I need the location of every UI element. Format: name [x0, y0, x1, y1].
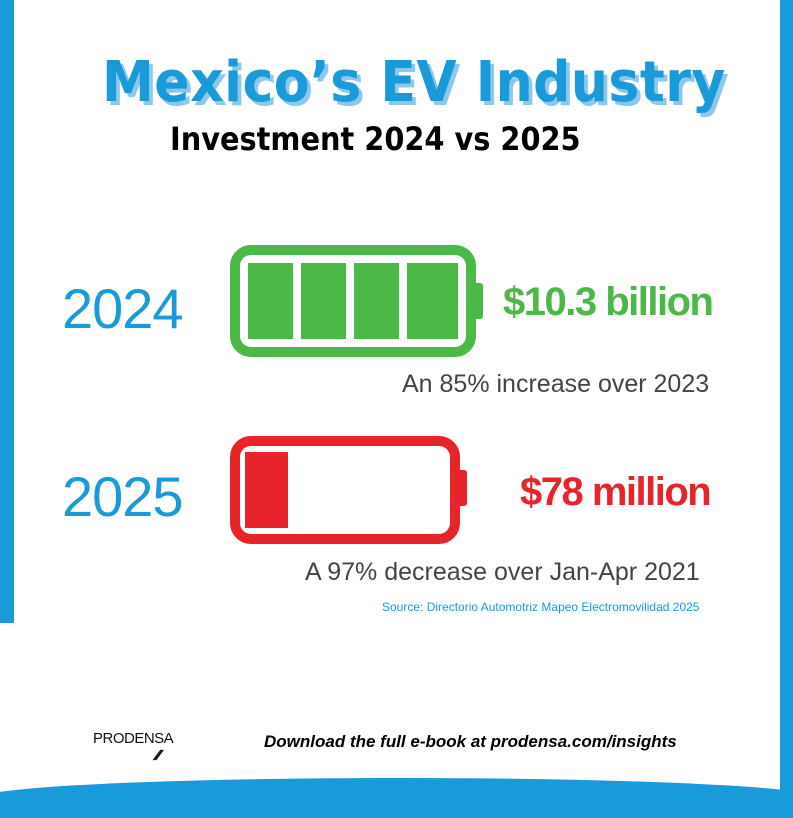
year-2025: 2025 — [62, 465, 184, 528]
left-border — [0, 0, 14, 623]
prodensa-logo: PRODENSA //// — [93, 730, 174, 763]
page-subtitle: Investment 2024 vs 2025 — [170, 120, 581, 158]
battery-segment — [301, 263, 346, 339]
download-cta[interactable]: Download the full e-book at prodensa.com… — [264, 732, 677, 751]
battery-level — [245, 452, 288, 528]
page-title: Mexico’s EV Industry — [102, 50, 726, 115]
note-2025: A 97% decrease over Jan-Apr 2021 — [305, 558, 700, 586]
amount-2024: $10.3 billion — [503, 280, 714, 324]
note-2024: An 85% increase over 2023 — [402, 370, 710, 398]
amount-2025: $78 million — [520, 470, 712, 514]
year-2024: 2024 — [62, 277, 184, 340]
battery-low-icon — [230, 436, 467, 544]
source-note: Source: Directorio Automotriz Mapeo Elec… — [382, 600, 700, 614]
battery-segment — [354, 263, 399, 339]
battery-segment — [407, 263, 458, 339]
battery-segment — [248, 263, 293, 339]
battery-full-icon — [230, 245, 483, 357]
right-border — [780, 0, 793, 793]
bottom-band — [0, 778, 793, 818]
logo-mark-icon: //// — [151, 747, 163, 763]
